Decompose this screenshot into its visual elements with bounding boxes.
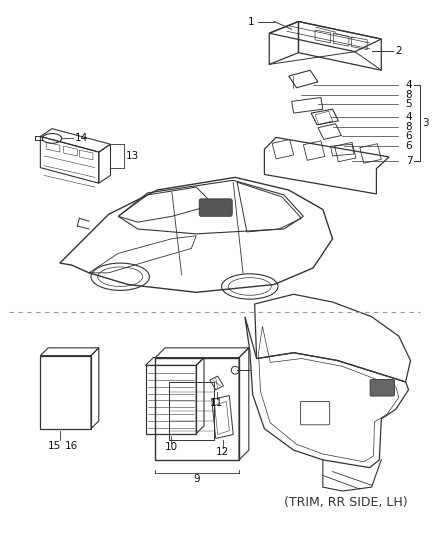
FancyBboxPatch shape bbox=[370, 379, 395, 396]
Text: 15: 15 bbox=[47, 441, 60, 451]
Text: 16: 16 bbox=[65, 441, 78, 451]
Text: 6: 6 bbox=[406, 132, 412, 141]
Text: 7: 7 bbox=[406, 156, 412, 166]
Text: 14: 14 bbox=[74, 133, 88, 143]
Text: 2: 2 bbox=[395, 46, 402, 56]
Text: 12: 12 bbox=[216, 447, 229, 457]
Text: (TRIM, RR SIDE, LH): (TRIM, RR SIDE, LH) bbox=[284, 496, 407, 509]
Text: 10: 10 bbox=[164, 442, 177, 452]
Text: 1: 1 bbox=[248, 17, 254, 27]
Text: 4: 4 bbox=[406, 112, 412, 122]
Text: 13: 13 bbox=[126, 151, 139, 161]
FancyBboxPatch shape bbox=[199, 199, 232, 216]
Text: 9: 9 bbox=[194, 474, 201, 484]
Text: 6: 6 bbox=[406, 141, 412, 151]
Text: 8: 8 bbox=[406, 122, 412, 132]
Text: 11: 11 bbox=[210, 398, 223, 408]
Text: 8: 8 bbox=[406, 90, 412, 100]
Text: 4: 4 bbox=[406, 80, 412, 90]
Text: 3: 3 bbox=[422, 118, 429, 128]
Text: 5: 5 bbox=[406, 99, 412, 109]
